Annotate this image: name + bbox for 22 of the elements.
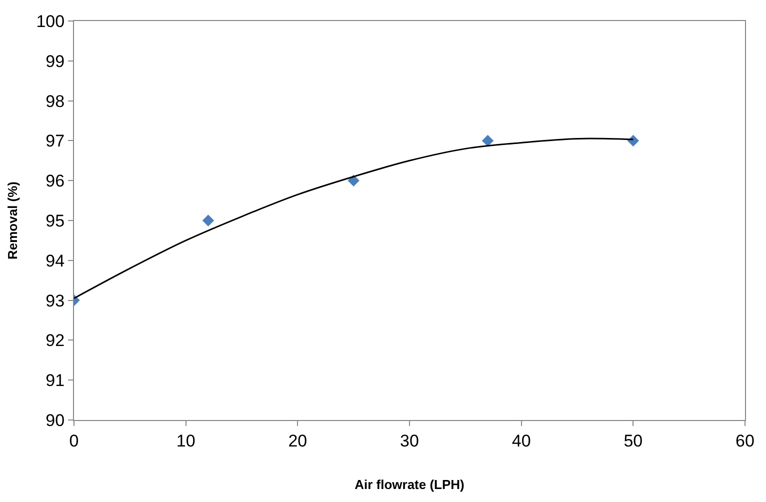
y-tick-label: 97 xyxy=(46,132,65,151)
x-tick-label: 30 xyxy=(400,431,419,450)
x-tick-label: 10 xyxy=(176,431,196,450)
y-tick-label: 93 xyxy=(46,291,65,310)
y-tick-label: 100 xyxy=(36,12,65,31)
y-tick-label: 94 xyxy=(46,251,65,270)
y-tick-label: 91 xyxy=(46,371,65,390)
y-tick-label: 99 xyxy=(46,52,65,71)
x-tick-label: 0 xyxy=(69,431,79,450)
x-tick-label: 40 xyxy=(512,431,531,450)
y-tick-label: 92 xyxy=(46,331,65,350)
y-tick-label: 98 xyxy=(46,92,65,111)
y-axis-title: Removal (%) xyxy=(5,181,20,260)
y-tick-label: 95 xyxy=(46,211,65,230)
point xyxy=(202,214,214,226)
point xyxy=(482,134,494,147)
y-tick-label: 96 xyxy=(46,172,65,191)
y-tick-label: 90 xyxy=(46,410,65,430)
x-tick-label: 20 xyxy=(288,431,308,450)
x-tick-label: 50 xyxy=(624,431,643,450)
x-tick-label: 60 xyxy=(736,431,754,450)
x-axis-title: Air flowrate (LPH) xyxy=(354,477,464,492)
